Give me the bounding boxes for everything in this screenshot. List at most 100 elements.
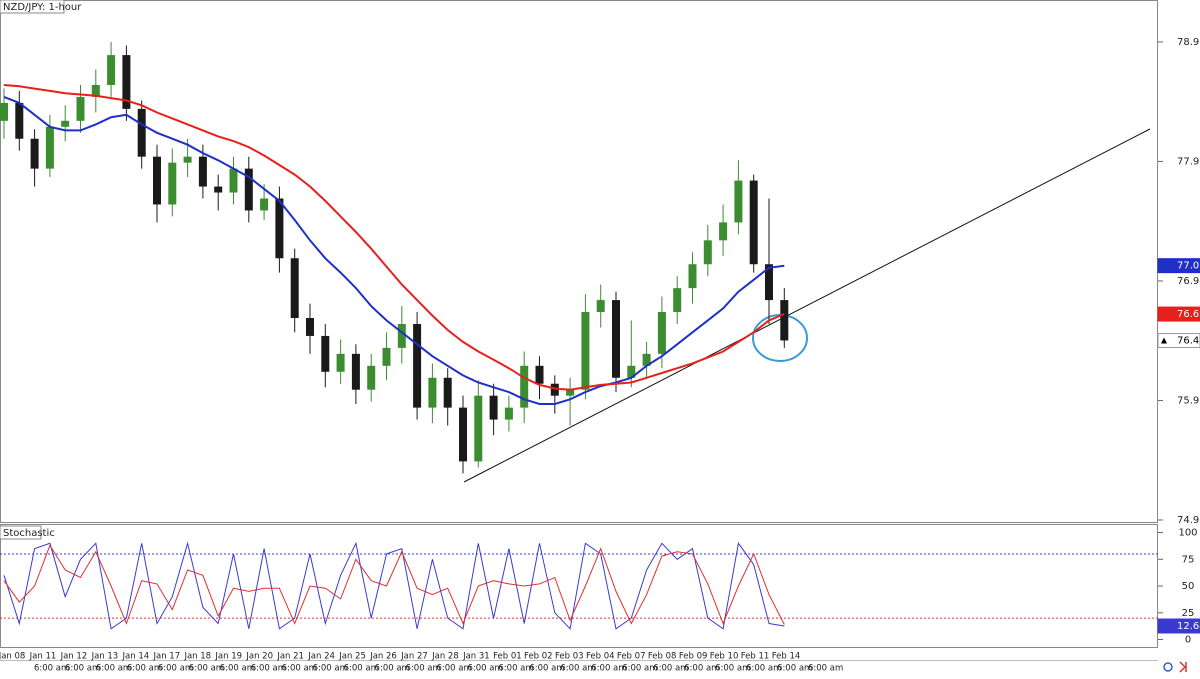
candle-body	[627, 365, 636, 378]
candle-body	[703, 240, 712, 265]
candle-body	[550, 383, 559, 396]
candle-body	[137, 108, 146, 157]
x-date-label: Feb 11	[741, 652, 770, 662]
candle-body	[596, 300, 605, 313]
candle-body	[780, 300, 789, 341]
x-date-label: Feb 07	[617, 652, 646, 662]
ma-last-label: 77.038	[1177, 261, 1200, 272]
x-time-label: 6:00 am	[34, 664, 69, 674]
x-time-label: 6:00 am	[282, 664, 317, 674]
candle-body	[749, 180, 758, 265]
x-date-label: Jan 25	[338, 652, 366, 662]
x-time-label: 6:00 am	[808, 664, 843, 674]
x-date-label: Jan 31	[462, 652, 490, 662]
candle-body	[321, 335, 330, 372]
y-tick-label: 50	[1182, 581, 1195, 592]
x-time-label: 6:00 am	[251, 664, 286, 674]
candle-body	[673, 288, 682, 313]
x-time-label: 6:00 am	[375, 664, 410, 674]
x-time-label: 6:00 am	[158, 664, 193, 674]
candle-body	[76, 96, 85, 121]
candle-body	[474, 395, 483, 462]
candle-body	[198, 156, 207, 187]
chart-title: NZD/JPY: 1-hour	[3, 2, 82, 13]
candle-body	[214, 186, 223, 193]
candle-body	[489, 395, 498, 420]
candle-body	[382, 347, 391, 366]
candle-body	[367, 365, 376, 390]
x-date-label: Jan 27	[400, 652, 428, 662]
y-tick-label: 76.910	[1177, 276, 1200, 287]
candle-body	[443, 377, 452, 408]
candle-body	[657, 312, 666, 354]
x-time-label: 6:00 am	[591, 664, 626, 674]
x-time-label: 6:00 am	[189, 664, 224, 674]
x-time-label: 6:00 am	[560, 664, 595, 674]
icon-scroll[interactable]	[1179, 661, 1187, 673]
candle-body	[91, 84, 100, 97]
candle-body	[61, 120, 70, 127]
x-time-label: 6:00 am	[529, 664, 564, 674]
candle-body	[397, 323, 406, 348]
x-time-label: 6:00 am	[344, 664, 379, 674]
highlight-circle	[752, 314, 808, 362]
x-date-label: Jan 12	[60, 652, 88, 662]
candle-body	[459, 407, 467, 462]
y-tick-label: 77.910	[1177, 156, 1200, 167]
x-date-label: Feb 04	[586, 652, 615, 662]
stochastic-last-label-box	[1157, 618, 1200, 634]
candle-body	[183, 156, 192, 163]
x-date-label: Jan 13	[91, 652, 119, 662]
stochastic-line	[3, 544, 785, 625]
x-date-label: Jan 11	[29, 652, 57, 662]
x-date-label: Jan 08	[0, 652, 25, 662]
x-time-label: 6:00 am	[65, 664, 100, 674]
candle-body	[168, 162, 177, 205]
y-tick-label: 75.910	[1177, 395, 1200, 406]
indicator-panel	[0, 524, 1158, 648]
price-last-label: 76.412	[1177, 335, 1200, 346]
candle-body	[107, 55, 116, 85]
candle-body	[413, 323, 422, 408]
candle-body	[734, 180, 743, 223]
x-date-label: Feb 03	[555, 652, 584, 662]
candle-body	[229, 168, 238, 193]
x-date-label: Jan 26	[369, 652, 397, 662]
x-time-label: 6:00 am	[96, 664, 131, 674]
x-time-label: 6:00 am	[622, 664, 657, 674]
x-date-label: Jan 21	[276, 652, 304, 662]
ma-last-label-box	[1157, 306, 1200, 322]
candle-body	[765, 264, 773, 301]
candle-body	[428, 377, 437, 408]
price-last-label-box	[1157, 332, 1200, 348]
candle-body	[244, 168, 253, 211]
candle-body	[566, 389, 575, 396]
ma-last-label-box	[1157, 258, 1200, 274]
candle-body	[122, 55, 131, 109]
x-date-label: Feb 14	[772, 652, 801, 662]
candle-body	[642, 353, 651, 366]
x-time-label: 6:00 am	[746, 664, 781, 674]
candle-body	[535, 365, 544, 384]
x-date-label: Jan 28	[431, 652, 459, 662]
x-date-label: Feb 08	[648, 652, 677, 662]
x-time-label: 6:00 am	[313, 664, 348, 674]
y-tick-label: 25	[1182, 608, 1195, 619]
icon-link[interactable]	[1163, 662, 1173, 672]
x-time-label: 6:00 am	[684, 664, 719, 674]
candle-body	[719, 222, 728, 241]
candle-body	[581, 312, 590, 390]
stochastic-last-label: 12.64	[1177, 621, 1200, 632]
y-tick-label: 74.910	[1177, 515, 1200, 526]
candle-body	[153, 156, 161, 205]
candle-body	[45, 126, 54, 169]
trendline	[463, 128, 1151, 483]
toolbar-icons[interactable]	[1163, 661, 1187, 673]
stochastic-line	[3, 541, 785, 630]
candle-body	[290, 258, 299, 319]
x-time-label: 6:00 am	[127, 664, 162, 674]
y-tick-label: 0	[1185, 635, 1191, 646]
x-date-label: Jan 18	[183, 652, 211, 662]
candle-body	[260, 198, 269, 211]
